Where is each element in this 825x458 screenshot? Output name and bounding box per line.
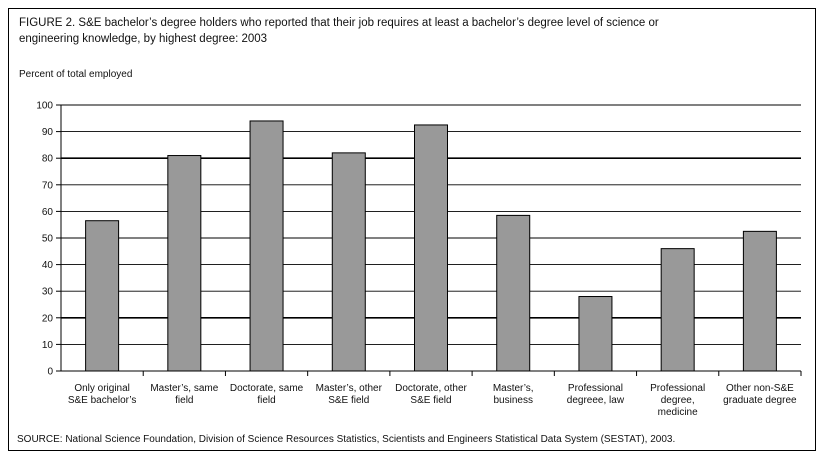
x-tick-label: Master’s, [493, 383, 534, 394]
bar [578, 296, 613, 372]
bar [331, 152, 366, 372]
x-tick-label: business [493, 395, 532, 406]
y-tick-label: 40 [42, 260, 54, 271]
x-tick-label: Only original [74, 383, 130, 394]
chart-title-line-2: engineering knowledge, by highest degree… [19, 33, 268, 45]
x-tick-label: medicine [658, 407, 698, 418]
x-tick-label: Master’s, other [316, 383, 383, 394]
y-tick-label: 70 [42, 180, 54, 191]
x-tick-label: S&E field [328, 395, 369, 406]
x-tick-label: field [257, 395, 275, 406]
chart-title: FIGURE 2. S&E bachelor’s degree holders … [19, 15, 719, 47]
bar [660, 248, 695, 372]
figure-frame: FIGURE 2. S&E bachelor’s degree holders … [8, 8, 816, 451]
y-tick-label: 10 [42, 340, 54, 351]
source-note: SOURCE: National Science Foundation, Div… [17, 434, 676, 445]
bar [414, 124, 448, 372]
bar [85, 220, 120, 372]
y-tick-labels: 0 10 20 30 40 50 60 70 80 90 100 [36, 101, 53, 378]
x-tick-label: degree, [661, 395, 695, 406]
y-axis-label: Percent of total employed [19, 69, 133, 80]
axes [60, 105, 802, 376]
x-tick-label: Doctorate, same [230, 383, 304, 394]
x-tick-label: Professional [568, 383, 623, 394]
bar [742, 230, 777, 372]
bar [249, 120, 284, 372]
y-tick-label: 30 [42, 287, 54, 298]
x-tick-label: Doctorate, other [395, 383, 467, 394]
x-tick-label: Other non-S&E [726, 383, 794, 394]
x-tick-label: S&E field [410, 395, 451, 406]
chart-title-line-1: FIGURE 2. S&E bachelor’s degree holders … [19, 17, 659, 29]
x-tick-label: S&E bachelor’s [68, 395, 137, 406]
x-tick-label: Master’s, same [150, 383, 218, 394]
x-tick-label: field [175, 395, 193, 406]
x-tick-label: Professional [650, 383, 705, 394]
y-tick-label: 20 [42, 313, 54, 324]
bars [85, 120, 777, 372]
bar [496, 214, 531, 372]
y-tick-label: 60 [42, 207, 54, 218]
x-tick-label: graduate degree [723, 395, 797, 406]
y-tick-label: 50 [42, 234, 54, 245]
x-tick-label: degreee, law [567, 395, 625, 406]
y-tick-label: 80 [42, 154, 54, 165]
y-tick-label: 100 [36, 101, 53, 112]
y-tick-label: 0 [47, 367, 53, 378]
y-tick-label: 90 [42, 127, 54, 138]
bar [167, 155, 202, 372]
